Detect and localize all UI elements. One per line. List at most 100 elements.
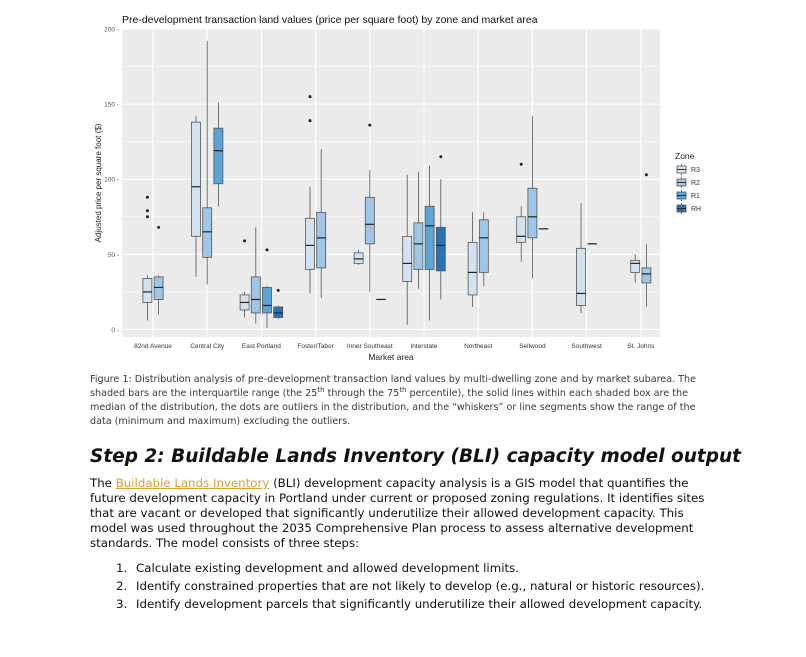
outlier-point (439, 155, 443, 159)
legend-item-r1: R1 (676, 190, 700, 201)
legend-item-rh: RH (676, 203, 701, 214)
y-tick-label: 150 - (104, 102, 119, 109)
legend-label: RH (691, 206, 701, 213)
iqr-box (435, 226, 446, 272)
caption-text-1: Figure 1: Distribution analysis of pre-d… (90, 374, 697, 399)
box-rh (273, 288, 284, 319)
plot-panel (122, 29, 660, 337)
box-plot-chart: Pre-development transaction land values … (94, 14, 701, 362)
iqr-box (516, 216, 527, 243)
iqr-box (353, 252, 364, 264)
box-r2 (250, 227, 261, 324)
box-r3 (239, 239, 250, 318)
box-r1 (262, 248, 272, 328)
list-item-text: Identify constrained properties that are… (136, 579, 705, 593)
list-item-number: 3. (116, 597, 128, 611)
iqr-box (402, 235, 413, 282)
legend-item-r3: R3 (676, 164, 700, 175)
iqr-box (527, 187, 538, 239)
iqr-box (364, 196, 375, 245)
box-r2 (641, 173, 652, 307)
iqr-box (467, 241, 478, 296)
caption-sup-1: th (317, 385, 325, 394)
y-tick-label: 0 - (111, 327, 119, 334)
box-r3 (353, 249, 364, 265)
list-item: 3. Identify development parcels that sign… (90, 597, 708, 612)
section-paragraph: The Buildable Lands Inventory (BLI) deve… (90, 476, 708, 551)
iqr-box (413, 222, 424, 270)
caption-text-2: through the 75 (324, 388, 400, 399)
y-axis-label: Adjusted price per square foot ($) (94, 123, 103, 242)
x-tick-label: Interstate (410, 343, 437, 350)
list-item-number: 1. (116, 561, 128, 575)
x-tick-label: Southwest (571, 343, 602, 350)
x-tick-label: Foster/Tabor (297, 343, 334, 350)
bli-link[interactable]: Buildable Lands Inventory (115, 476, 270, 490)
box-r3 (191, 116, 201, 277)
iqr-box (316, 211, 327, 269)
section-heading: Step 2: Buildable Lands Inventory (BLI) … (90, 446, 741, 467)
box-r3 (516, 162, 527, 262)
iqr-box (153, 276, 164, 300)
para-text-after: (BLI) development capacity analysis is a… (90, 476, 705, 550)
box-r2 (153, 225, 164, 315)
x-tick-label: Northeast (464, 343, 492, 350)
legend-item-r2: R2 (676, 177, 700, 188)
list-item-text: Calculate existing development and allow… (136, 561, 519, 575)
x-tick-label: Central City (190, 343, 225, 350)
iqr-box (213, 127, 224, 185)
iqr-box (262, 287, 272, 314)
caption-text-3: percentile), the solid lines within each… (90, 388, 696, 427)
iqr-box (641, 267, 652, 284)
box-r2 (478, 212, 489, 286)
outlier-point (145, 209, 149, 213)
legend-title: Zone (675, 151, 695, 161)
iqr-box (250, 276, 261, 314)
para-text-before: The (90, 476, 116, 490)
legend-label: R2 (691, 180, 700, 187)
box-r2 (413, 171, 424, 289)
x-tick-label: Sellwood (519, 343, 546, 350)
list-item: 2. Identify constrained properties that a… (90, 579, 708, 594)
y-tick-label: 100 - (104, 177, 119, 184)
outlier-point (368, 123, 372, 127)
caption-sup-2: th (399, 385, 407, 394)
box-r2 (364, 123, 375, 292)
iqr-box (424, 205, 435, 270)
y-axis-ticks: 0 - 50 - 100 - 150 - 200 - (104, 27, 119, 334)
x-tick-label: East Portland (242, 343, 281, 350)
box-r3 (467, 212, 478, 307)
box-r3 (576, 203, 586, 313)
x-tick-label: 82nd Avenue (134, 343, 172, 350)
iqr-box (273, 306, 284, 318)
box-r1 (213, 102, 224, 207)
x-tick-label: Inner Southeast (347, 343, 393, 350)
y-tick-label: 200 - (104, 27, 119, 34)
iqr-box (142, 278, 153, 303)
figure-caption: Figure 1: Distribution analysis of pre-d… (90, 373, 710, 429)
list-item-number: 2. (116, 579, 128, 593)
outlier-point (308, 119, 312, 123)
box-r3 (305, 95, 315, 294)
box-r2 (316, 149, 327, 298)
box-r2 (202, 41, 213, 285)
iqr-box (478, 219, 489, 273)
box-rh (435, 155, 446, 300)
box-r3 (142, 195, 153, 321)
iqr-box (191, 121, 201, 237)
x-axis-ticks: 82nd Avenue Central City East Portland Fost… (134, 343, 655, 350)
x-axis-label: Market area (368, 352, 414, 362)
box-series (142, 41, 652, 328)
outlier-point (243, 239, 247, 243)
outlier-point (145, 215, 149, 219)
y-tick-label: 50 - (108, 252, 119, 259)
outlier-point (308, 95, 312, 99)
iqr-box (202, 207, 213, 258)
iqr-box (576, 247, 586, 306)
list-item: 1. Calculate existing development and all… (90, 561, 708, 576)
box-r3 (630, 254, 641, 283)
x-tick-label: St. Johns (627, 343, 655, 350)
legend-label: R1 (691, 193, 700, 200)
box-r2 (527, 116, 538, 279)
outlier-point (145, 195, 149, 199)
